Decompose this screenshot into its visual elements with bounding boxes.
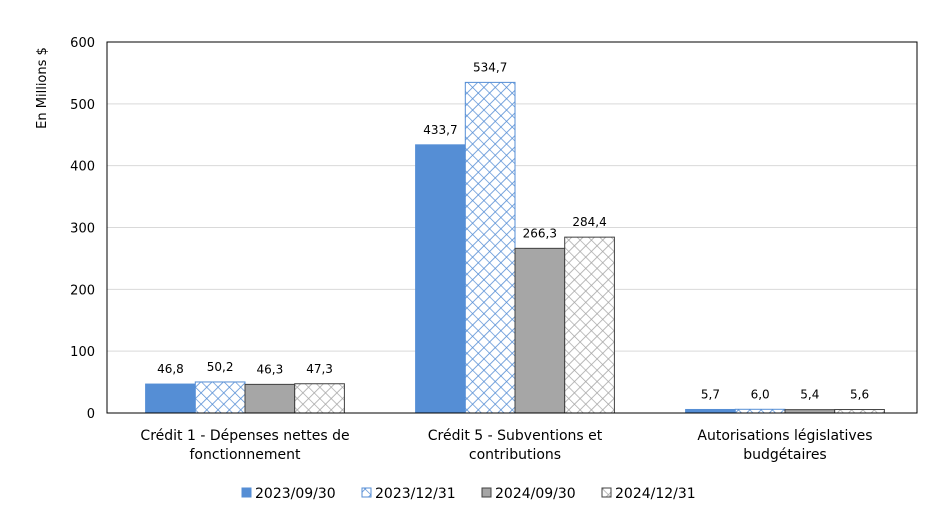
data-label: 50,2	[207, 360, 234, 374]
y-tick-label: 100	[70, 345, 95, 360]
legend-swatch	[241, 487, 252, 498]
x-tick-label: Crédit 5 - Subventions et	[428, 428, 603, 444]
y-tick-label: 300	[70, 222, 95, 237]
data-label: 6,0	[751, 387, 770, 401]
legend-label: 2024/09/30	[495, 486, 576, 502]
data-label: 534,7	[473, 60, 507, 74]
y-tick-label: 600	[70, 36, 95, 51]
data-label: 46,8	[157, 362, 184, 376]
legend-label: 2024/12/31	[615, 486, 696, 502]
bar	[145, 383, 196, 414]
bar	[514, 247, 566, 414]
bar	[784, 409, 836, 414]
bar	[244, 383, 296, 414]
legend-label: 2023/12/31	[375, 486, 456, 502]
x-tick-label: Crédit 1 - Dépenses nettes de	[140, 428, 349, 444]
data-label: 5,7	[701, 387, 720, 401]
data-label: 433,7	[423, 123, 457, 137]
x-tick-label: budgétaires	[743, 447, 826, 463]
bar	[194, 381, 246, 414]
data-label: 47,3	[306, 362, 333, 376]
data-label: 5,6	[850, 388, 869, 402]
data-label: 284,4	[572, 215, 606, 229]
bar	[564, 236, 615, 414]
bar	[734, 408, 786, 414]
bar	[685, 408, 736, 414]
legend-swatch	[601, 487, 612, 498]
legend-swatch	[361, 487, 372, 498]
data-label: 46,3	[256, 362, 283, 376]
bar	[415, 144, 466, 414]
y-tick-label: 400	[70, 160, 95, 175]
data-label: 5,4	[800, 388, 819, 402]
y-tick-label: 0	[87, 407, 95, 422]
y-tick-label: 200	[70, 283, 95, 298]
bar	[464, 81, 516, 414]
y-axis-label: En Millions $	[35, 47, 50, 129]
data-label: 266,3	[523, 226, 557, 240]
bar	[294, 383, 345, 414]
legend-label: 2023/09/30	[255, 486, 336, 502]
bar	[834, 409, 885, 414]
x-tick-label: contributions	[469, 447, 561, 463]
legend-swatch	[481, 487, 492, 498]
y-tick-label: 500	[70, 98, 95, 113]
x-tick-label: fonctionnement	[190, 447, 301, 463]
plot-area-border	[106, 41, 918, 414]
x-tick-label: Autorisations législatives	[697, 428, 872, 444]
